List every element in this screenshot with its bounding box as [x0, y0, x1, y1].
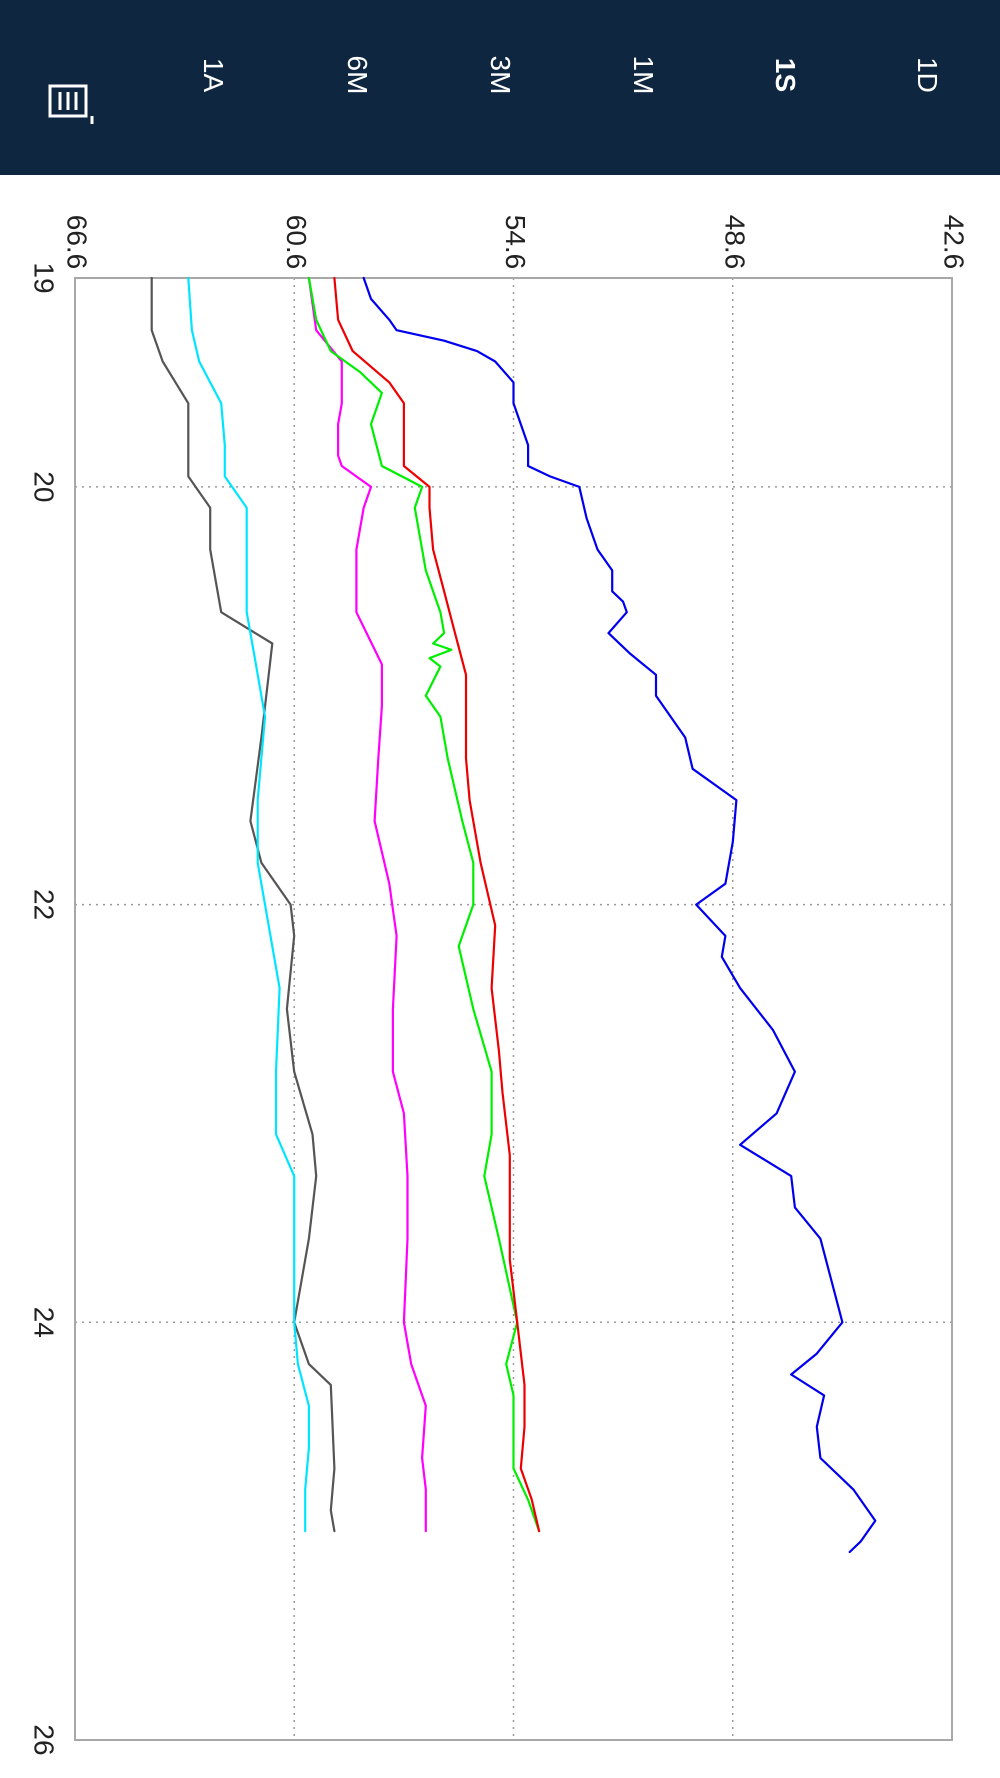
- tick-labels: 42.6 48.6 54.6 60.6 66.619 20 22 24 26: [29, 215, 970, 1756]
- y-tick-label: 60.6: [281, 215, 312, 270]
- period-toolbar: 1D 1S 1M 3M 6M 1A: [0, 0, 1000, 175]
- series-line-5: [333, 276, 541, 1533]
- x-tick-label: 20: [29, 471, 60, 502]
- series-line-4: [307, 276, 541, 1533]
- y-tick-label: 66.6: [62, 215, 93, 270]
- x-tick-label: 19: [29, 262, 60, 293]
- x-tick-label: 22: [29, 889, 60, 920]
- x-tick-label: 24: [29, 1307, 60, 1338]
- series-line-1: [150, 276, 336, 1533]
- plot-frame: [74, 277, 953, 1741]
- series-line-6: [362, 276, 877, 1554]
- y-tick-label: 48.6: [719, 215, 750, 270]
- calendar-menu-icon[interactable]: [42, 76, 98, 132]
- series-line-2: [187, 276, 310, 1533]
- y-tick-label: 42.6: [939, 215, 970, 270]
- grid: [75, 278, 952, 1740]
- y-tick-label: 54.6: [500, 215, 531, 270]
- series-line-3: [307, 276, 427, 1533]
- x-tick-label: 26: [29, 1724, 60, 1755]
- series-layer: [150, 276, 877, 1554]
